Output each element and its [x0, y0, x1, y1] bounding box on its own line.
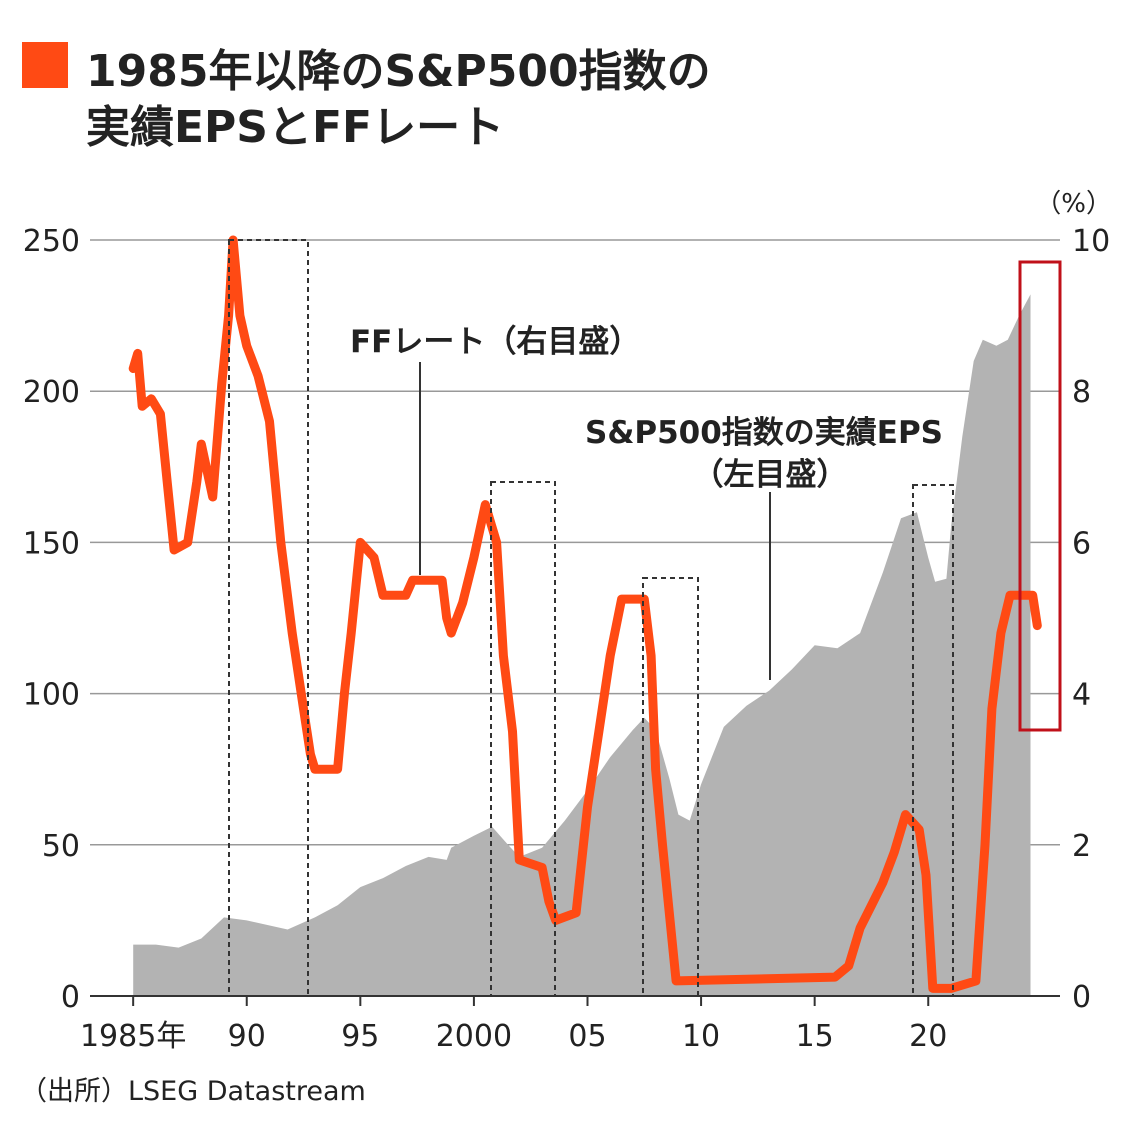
y2-tick-label: 10 [1072, 224, 1110, 259]
x-tick-label: 20 [909, 1019, 947, 1054]
y2-tick-label: 2 [1072, 829, 1091, 864]
chart-title: 1985年以降のS&P500指数の [86, 46, 711, 97]
y2-tick-label: 6 [1072, 526, 1091, 561]
highlight-box [912, 484, 954, 997]
highlight-box [228, 239, 309, 997]
y-tick-label: 200 [23, 375, 80, 410]
y-tick-label: 150 [23, 526, 80, 561]
y-tick-label: 250 [23, 224, 80, 259]
y-tick-label: 100 [23, 678, 80, 713]
x-tick-label: 95 [341, 1019, 379, 1054]
source: （出所）LSEG Datastream [20, 1076, 366, 1107]
x-tick-label: 10 [682, 1019, 720, 1054]
area [133, 294, 1031, 996]
x-tick-label: 2000 [436, 1019, 512, 1054]
highlight-box [642, 577, 699, 997]
plot-area: 0 50 100 150 200 250 0 2 4 6 8 10 1985年 90 95 2000 05 10 1… [23, 224, 1110, 1054]
annotation: （左目盛） [693, 457, 848, 493]
y-tick-label: 0 [61, 980, 80, 1015]
y2-tick-label: 0 [1072, 980, 1091, 1015]
line [128, 235, 1042, 993]
x-tick-label: 90 [228, 1019, 266, 1054]
annotation: FFレート（右目盛） [350, 324, 640, 360]
y2-tick-label: 4 [1072, 678, 1091, 713]
highlight-box [490, 481, 556, 997]
x-tick-label: 05 [568, 1019, 606, 1054]
y2-unit: （%） [1035, 189, 1112, 219]
latest-highlight [1018, 260, 1062, 732]
chart-subtitle: 実績EPSとFFレート [86, 102, 504, 153]
x-tick-label: 15 [796, 1019, 834, 1054]
highlight-boxes [228, 239, 954, 997]
y-tick-label: 50 [42, 829, 80, 864]
title-marker [22, 42, 68, 88]
y2-tick-label: 8 [1072, 375, 1091, 410]
annotation: S&P500指数の実績EPS [585, 415, 943, 451]
x-tick-label: 1985年 [80, 1019, 186, 1054]
